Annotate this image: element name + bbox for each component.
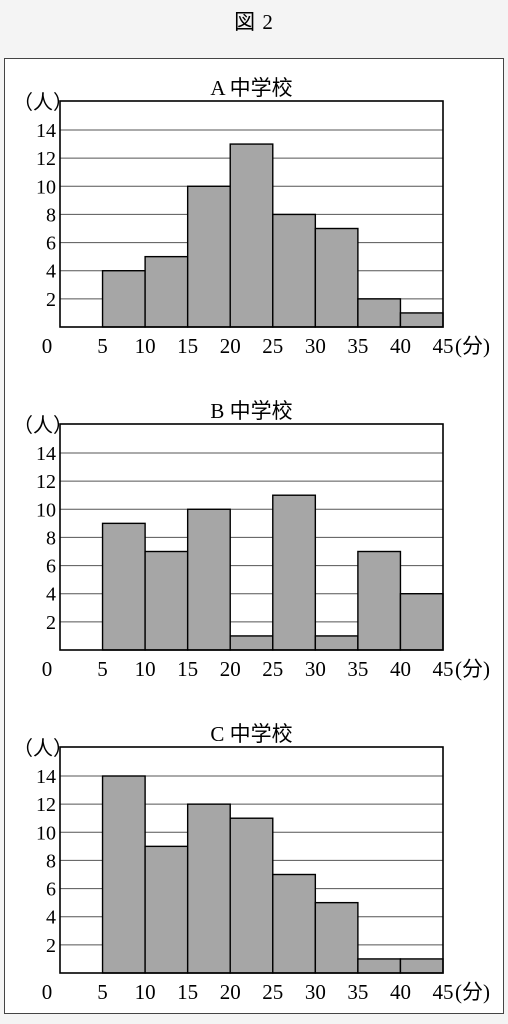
y-tick-label: 2 — [46, 289, 56, 311]
plot-area-border — [59, 423, 444, 651]
histogram-bar — [399, 312, 444, 328]
histogram-bar — [186, 508, 231, 651]
y-tick-label: 10 — [36, 499, 56, 521]
chart-title: B 中学校 — [210, 399, 292, 423]
histogram-bar — [144, 845, 189, 974]
x-tick-label: 0 — [42, 980, 53, 1004]
y-axis-unit-label: （人） — [13, 737, 73, 760]
x-tick-label: 25 — [262, 334, 283, 358]
y-tick-label: 10 — [36, 822, 56, 844]
x-tick-label: 30 — [305, 980, 326, 1004]
histogram-bar — [101, 522, 146, 651]
y-axis-unit-label: （人） — [13, 414, 73, 437]
histogram-bar — [144, 550, 189, 651]
histogram-bar — [314, 635, 359, 651]
histogram-bar — [399, 593, 444, 651]
x-tick-label: 35 — [347, 657, 368, 681]
y-tick-label: 8 — [46, 527, 56, 549]
x-tick-label: 30 — [305, 334, 326, 358]
x-tick-label: 25 — [262, 980, 283, 1004]
y-tick-label: 10 — [36, 176, 56, 198]
x-tick-label: 40 — [390, 657, 411, 681]
x-tick-label: 45 — [433, 980, 454, 1004]
histogram-bar — [101, 270, 146, 328]
y-tick-label: 2 — [46, 935, 56, 957]
y-tick-label: 4 — [46, 261, 56, 283]
y-tick-label: 4 — [46, 584, 56, 606]
x-tick-label: 15 — [177, 657, 198, 681]
x-tick-label: 30 — [305, 657, 326, 681]
histogram-bar — [101, 775, 146, 974]
x-tick-label: 5 — [97, 980, 108, 1004]
x-tick-label: 35 — [347, 334, 368, 358]
histogram-bar — [229, 143, 274, 328]
y-tick-label: 12 — [36, 471, 56, 493]
y-tick-label: 6 — [46, 233, 56, 255]
x-tick-label: 0 — [42, 334, 53, 358]
histogram-bar — [272, 873, 317, 974]
y-tick-label: 4 — [46, 907, 56, 929]
histogram-bar — [357, 550, 402, 651]
x-tick-label: 45 — [433, 657, 454, 681]
x-tick-label: 10 — [135, 657, 156, 681]
y-tick-label: 12 — [36, 794, 56, 816]
histogram-bar — [272, 213, 317, 328]
histogram-bar — [357, 958, 402, 974]
x-tick-label: 15 — [177, 980, 198, 1004]
histogram-bar — [186, 185, 231, 328]
y-tick-label: 6 — [46, 879, 56, 901]
histogram-bar — [229, 635, 274, 651]
y-tick-label: 6 — [46, 556, 56, 578]
y-tick-label: 2 — [46, 612, 56, 634]
histogram-bar — [144, 255, 189, 328]
x-tick-label: 40 — [390, 334, 411, 358]
x-tick-label: 10 — [135, 980, 156, 1004]
y-axis-unit-label: （人） — [13, 91, 73, 114]
chart-title: C 中学校 — [210, 722, 292, 746]
histogram-bar — [399, 958, 444, 974]
y-tick-label: 14 — [36, 443, 56, 465]
y-tick-label: 14 — [36, 766, 56, 788]
y-tick-label: 12 — [36, 148, 56, 170]
histogram-bar — [272, 494, 317, 651]
x-tick-label: 20 — [220, 334, 241, 358]
x-tick-label: 10 — [135, 334, 156, 358]
x-tick-label: 20 — [220, 980, 241, 1004]
histogram-bar — [186, 803, 231, 974]
plot-area-border — [59, 746, 444, 974]
x-tick-label: 0 — [42, 657, 53, 681]
histogram-bar — [229, 817, 274, 974]
histogram-bar — [314, 901, 359, 974]
histogram-bar — [357, 298, 402, 328]
x-tick-label: 20 — [220, 657, 241, 681]
x-tick-label: 15 — [177, 334, 198, 358]
x-tick-label: 35 — [347, 980, 368, 1004]
x-axis-unit-label: (分) — [455, 657, 490, 681]
y-tick-label: 14 — [36, 120, 56, 142]
x-tick-label: 5 — [97, 334, 108, 358]
x-axis-unit-label: (分) — [455, 334, 490, 358]
figure-title: 図 2 — [234, 10, 274, 34]
x-tick-label: 40 — [390, 980, 411, 1004]
chart-title: A 中学校 — [210, 76, 292, 100]
x-tick-label: 25 — [262, 657, 283, 681]
x-tick-label: 45 — [433, 334, 454, 358]
y-tick-label: 8 — [46, 850, 56, 872]
plot-area-border — [59, 100, 444, 328]
x-tick-label: 5 — [97, 657, 108, 681]
y-tick-label: 8 — [46, 204, 56, 226]
x-axis-unit-label: (分) — [455, 980, 490, 1004]
histogram-bar — [314, 227, 359, 328]
